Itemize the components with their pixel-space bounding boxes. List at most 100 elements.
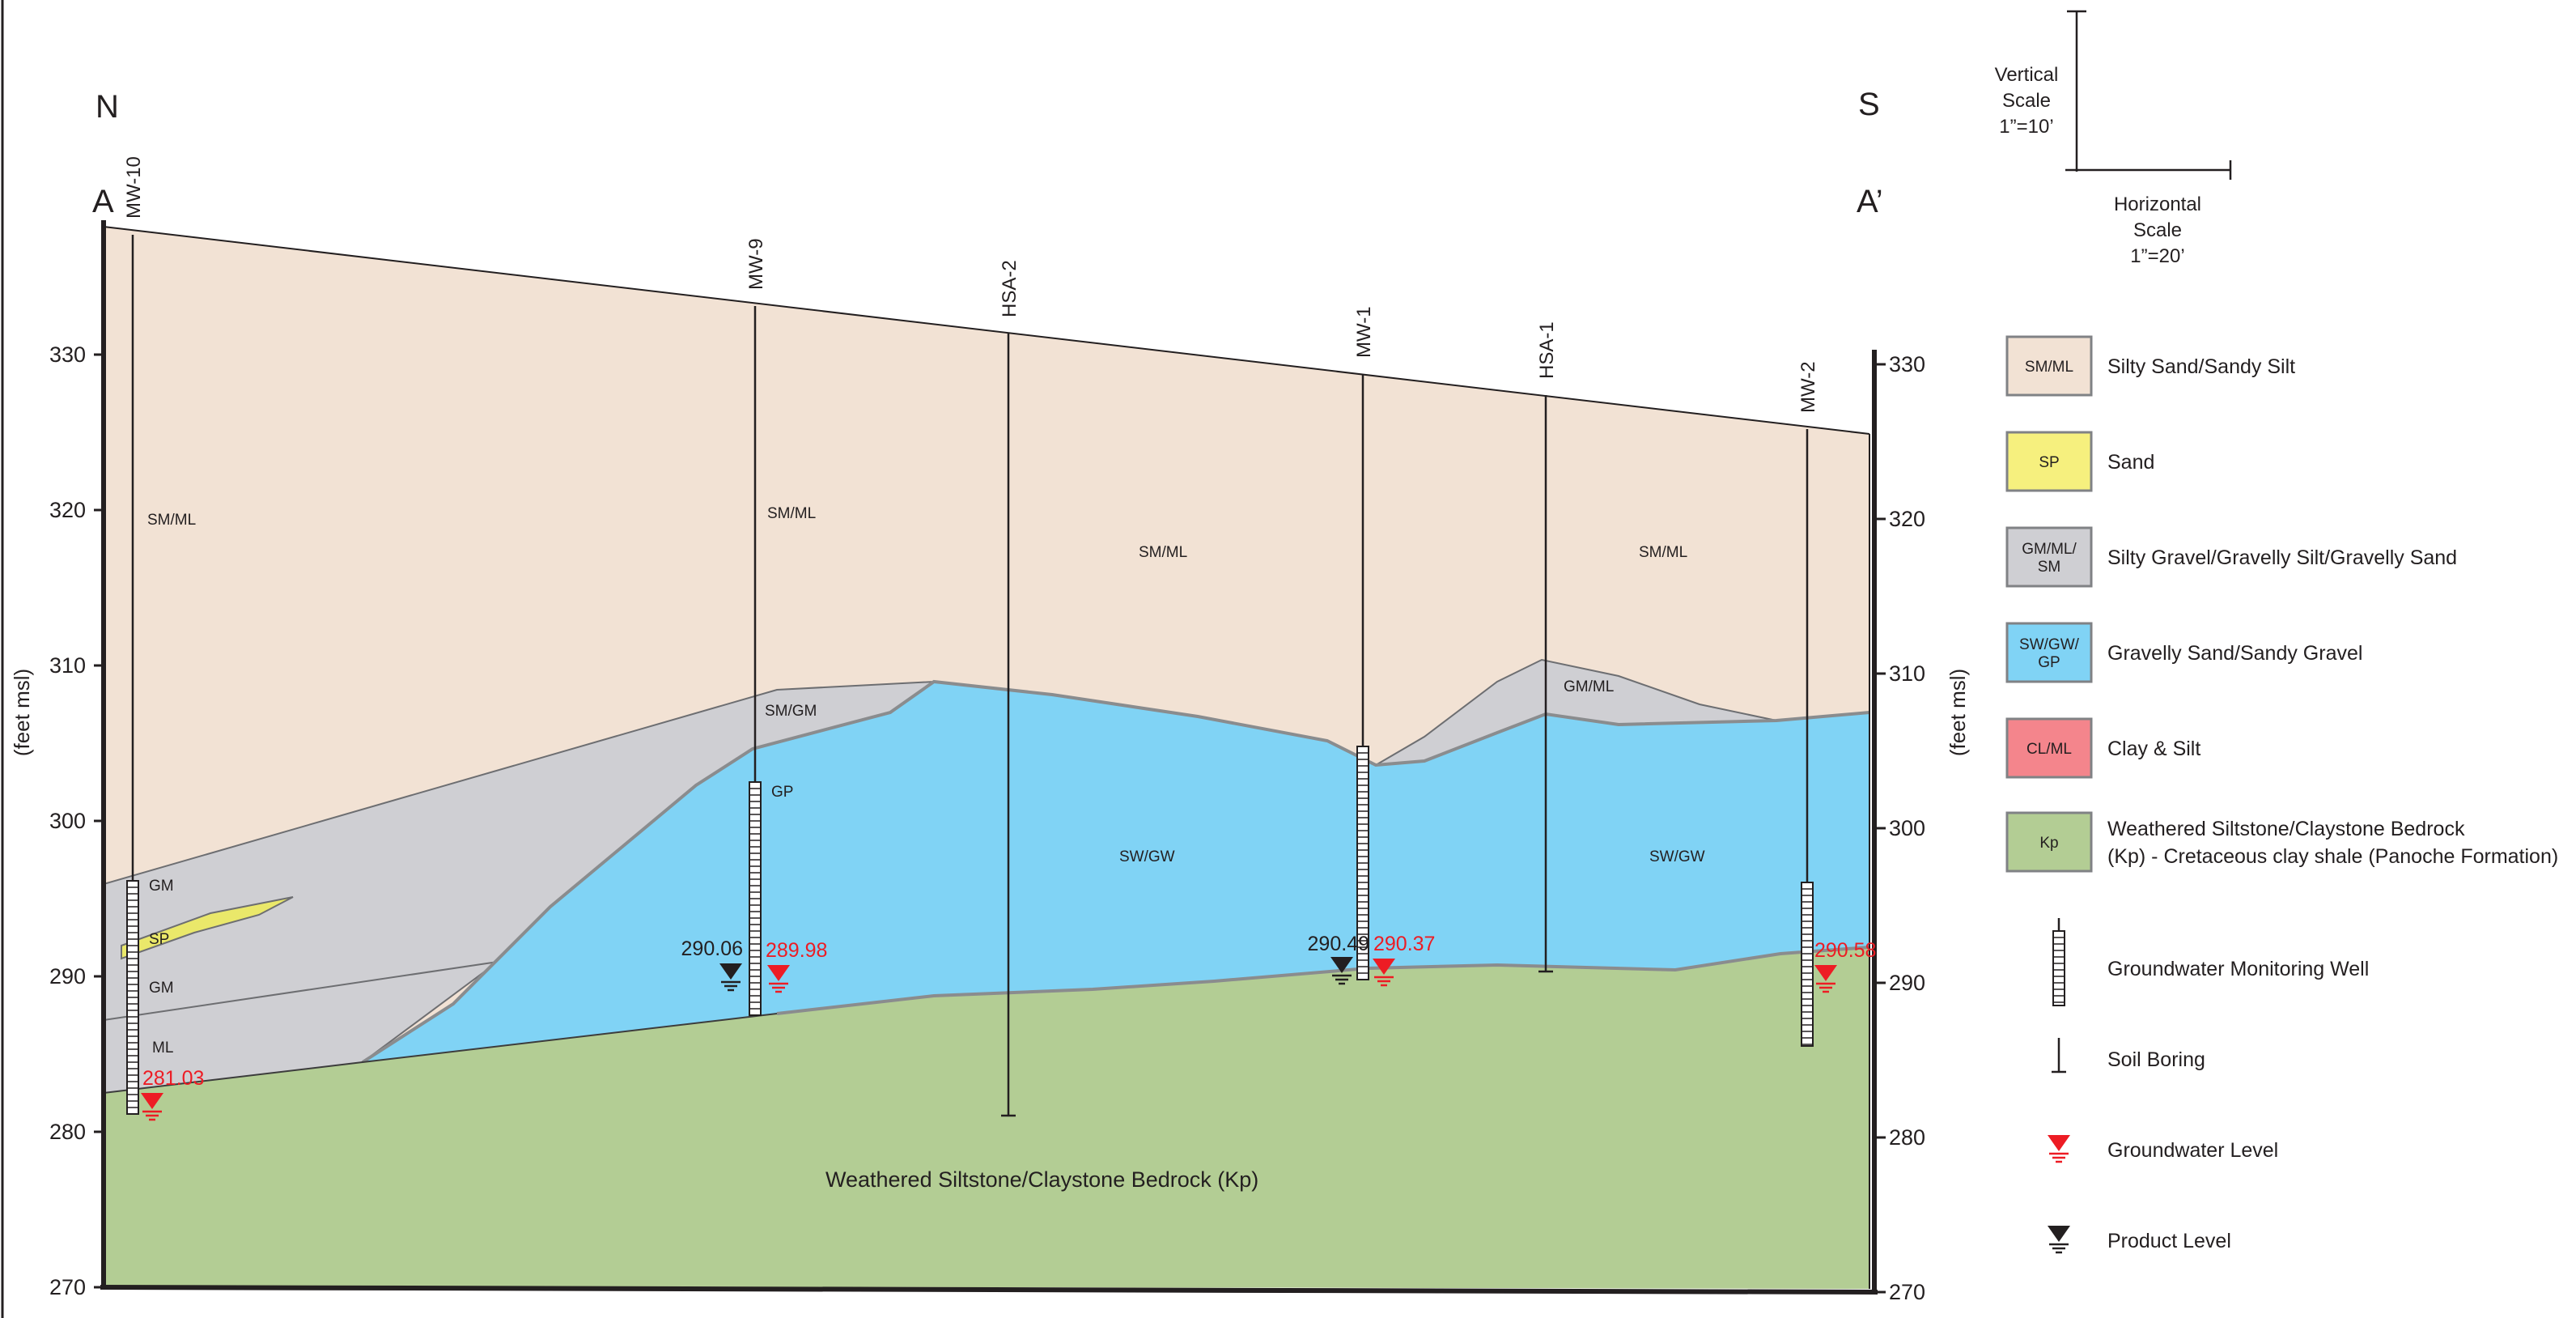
legend-label: Gravelly Sand/Sandy Gravel [2107,642,2362,665]
right-axis-tick-label: 270 [1889,1280,1925,1304]
product-level-icon: Product Level [2048,1226,2231,1254]
legend-item: GM/ML/SM Silty Gravel/Gravelly Silt/Grave… [2005,526,2457,588]
layer-label: SW/GW [1649,848,1705,865]
legend-symbol-label: Product Level [2107,1230,2231,1252]
ground-surface [103,226,1870,435]
layer-label: SM/ML [147,512,196,529]
level-value-label: 290.49 [1308,933,1369,955]
vertical-scale-line-1: Vertical [1995,64,2059,86]
well-name-label: MW-10 [123,156,145,219]
level-value-label: 281.03 [142,1067,204,1090]
level-markers: 281.03 290.06 289.98 290.49 290.37 290.58 [141,933,1876,1121]
section-end-label: A’ [1857,184,1883,219]
layer-label: SM/GM [765,703,817,720]
legend-label: (Kp) - Cretaceous clay shale (Panoche Fo… [2107,845,2558,868]
layer-label: GM [149,878,174,895]
legend-swatch [2005,526,2093,588]
legend: SM/ML Silty Sand/Sandy Silt SP Sand GM/ML/SM… [2005,335,2558,873]
well-mw-2: MW-2 [1797,361,1819,1047]
right-axis-tick-label: 280 [1889,1125,1925,1150]
well-name-label: HSA-2 [999,260,1021,317]
bottom-axis-line [100,1285,1878,1295]
right-axis-tick-label: 320 [1889,507,1925,531]
groundwater-level-icon [1814,965,1837,993]
well-screen [1801,882,1814,1047]
left-axis-tick-label: 330 [49,342,86,367]
bedrock-label: Weathered Siltstone/Claystone Bedrock (K… [825,1167,1258,1192]
groundwater-level-icon: Groundwater Level [2048,1135,2278,1163]
vertical-scale-line-2: Scale [2002,90,2051,112]
wells: MW-10 MW-9 HSA-2 MW-1 HSA-1 MW-2 [123,156,1819,1117]
legend-label: Sand [2107,451,2154,474]
monitoring-well-icon: Groundwater Monitoring Well [2052,918,2369,1006]
soil-boring-icon: Soil Boring [2052,1038,2205,1074]
groundwater-level-icon [141,1093,163,1121]
right-axis-unit-label: (feet msl) [1946,669,1970,756]
layer-bedrock [104,947,1869,1289]
legend-symbol-label: Soil Boring [2107,1048,2205,1071]
well-name-label: MW-2 [1797,361,1819,413]
legend-symbols: Groundwater Monitoring Well Soil Boring Gr… [2048,918,2369,1254]
legend-item: SP Sand [2005,431,2154,492]
legend-label: Silty Gravel/Gravelly Silt/Gravelly Sand [2107,546,2457,569]
layer-label: GM/ML [1564,678,1614,695]
legend-item: SW/GW/GP Gravelly Sand/Sandy Gravel [2005,622,2362,683]
level-value-label: 289.98 [766,939,827,962]
cross-section [104,227,1869,1289]
legend-label: Weathered Siltstone/Claystone Bedrock [2107,818,2465,840]
layer-label: ML [152,1040,173,1057]
level-value-label: 290.58 [1814,939,1876,962]
bedrock-contact-left [104,1013,778,1094]
legend-item: Kp Weathered Siltstone/Claystone Bedrock (… [2005,811,2558,873]
right-axis-tick-label: 300 [1889,816,1925,840]
well-mw-10: MW-10 [123,156,145,1115]
legend-code: SM/ML [2025,359,2073,376]
layer-label: GM [149,980,174,997]
legend-swatch [2005,431,2093,492]
legend-code: CL/ML [2026,741,2072,758]
scale-bar: Vertical Scale 1”=10’ Horizontal Scale 1… [1995,10,2232,267]
legend-swatch [2005,622,2093,683]
left-axis-tick-label: 300 [49,809,86,833]
layer-label: SW/GW [1119,848,1175,865]
legend-code: GM/ML/ [2022,541,2077,558]
layer-gravelly-sand-outline [361,679,1869,1064]
legend-label: Silty Sand/Sandy Silt [2107,355,2295,378]
well-mw-9: MW-9 [745,238,767,1016]
legend-swatch [2005,335,2093,397]
legend-code: SP [2039,454,2059,471]
legend-code: GP [2038,654,2060,671]
right-axis-tick-label: 330 [1889,352,1925,376]
section-start-label: A [92,184,114,219]
well-mw-1: MW-1 [1353,306,1375,980]
product-level-icon [1330,957,1353,985]
product-level-icon [719,963,742,992]
layer-label: GP [771,784,793,801]
well-hsa-2: HSA-2 [999,260,1021,1117]
left-axis-tick-label: 270 [49,1275,86,1299]
well-hsa-1: HSA-1 [1536,321,1558,973]
legend-code: Kp [2039,835,2058,852]
well-name-label: HSA-1 [1536,321,1558,379]
legend-code: SW/GW/ [2019,636,2080,653]
legend-code: SM [2038,559,2061,576]
horizontal-scale-line-3: 1”=20’ [2130,245,2184,267]
layer-label: SM/ML [1639,544,1687,561]
well-name-label: MW-1 [1353,306,1375,358]
north-label: N [95,89,119,125]
left-axis-unit-label: (feet msl) [10,669,34,756]
left-axis-tick-label: 310 [49,653,86,678]
left-axis-tick-label: 290 [49,964,86,988]
layer-labels: SM/ML SM/ML SM/ML SM/ML GM SP GM ML SM/G… [147,505,1705,1192]
well-name-label: MW-9 [745,238,767,290]
south-label: S [1858,87,1880,122]
layer-label: SM/ML [767,505,816,522]
legend-symbol-label: Groundwater Monitoring Well [2107,958,2369,980]
groundwater-level-icon [1373,959,1395,987]
legend-swatch [2005,717,2093,779]
layer-label: SP [149,931,169,948]
level-value-label: 290.06 [681,937,743,960]
legend-item: SM/ML Silty Sand/Sandy Silt [2005,335,2295,397]
left-axis-tick-label: 320 [49,498,86,522]
left-axis-ticks: 330 320 310 300 290 280 270 [49,342,104,1299]
